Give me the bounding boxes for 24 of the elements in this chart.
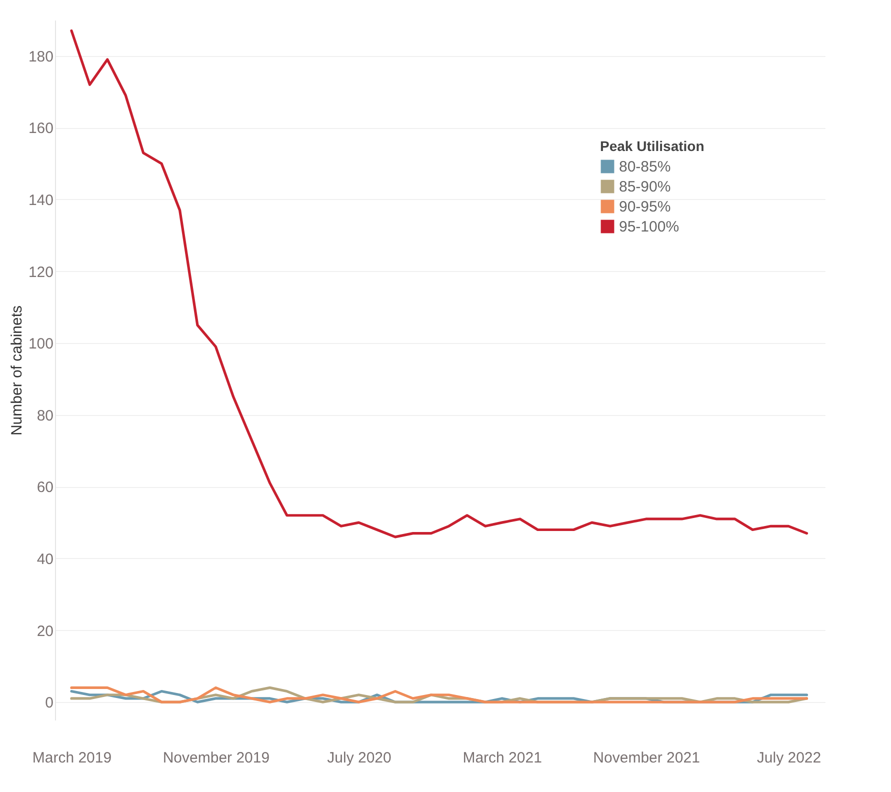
y-tick-label: 20 bbox=[36, 622, 54, 640]
x-tick-label: November 2021 bbox=[593, 750, 700, 766]
legend-label: 85-90% bbox=[619, 178, 671, 196]
y-axis-title: Number of cabinets bbox=[8, 305, 26, 436]
y-tick-label: 80 bbox=[36, 407, 54, 424]
y-tick-label: 160 bbox=[28, 120, 54, 138]
x-tick-label: November 2019 bbox=[162, 750, 270, 766]
legend-title: Peak Utilisation bbox=[600, 138, 704, 154]
legend-label: 90-95% bbox=[619, 198, 671, 216]
legend-label: 95-100% bbox=[619, 218, 680, 236]
x-tick-label: July 2022 bbox=[756, 750, 822, 766]
y-tick-label: 140 bbox=[28, 192, 54, 209]
x-tick-label: March 2021 bbox=[462, 750, 542, 766]
y-tick-label: 100 bbox=[28, 336, 54, 353]
y-tick-label: 40 bbox=[36, 550, 54, 568]
legend-label: 80-85% bbox=[619, 158, 671, 176]
y-tick-label: 60 bbox=[36, 479, 54, 496]
y-tick-label: 180 bbox=[28, 48, 54, 66]
y-tick-label: 0 bbox=[45, 694, 54, 712]
line-series bbox=[70, 686, 808, 704]
x-tick-label: July 2020 bbox=[327, 750, 392, 766]
x-tick-label: March 2019 bbox=[32, 750, 112, 766]
y-tick-label: 120 bbox=[28, 264, 54, 281]
line-series bbox=[70, 29, 808, 538]
